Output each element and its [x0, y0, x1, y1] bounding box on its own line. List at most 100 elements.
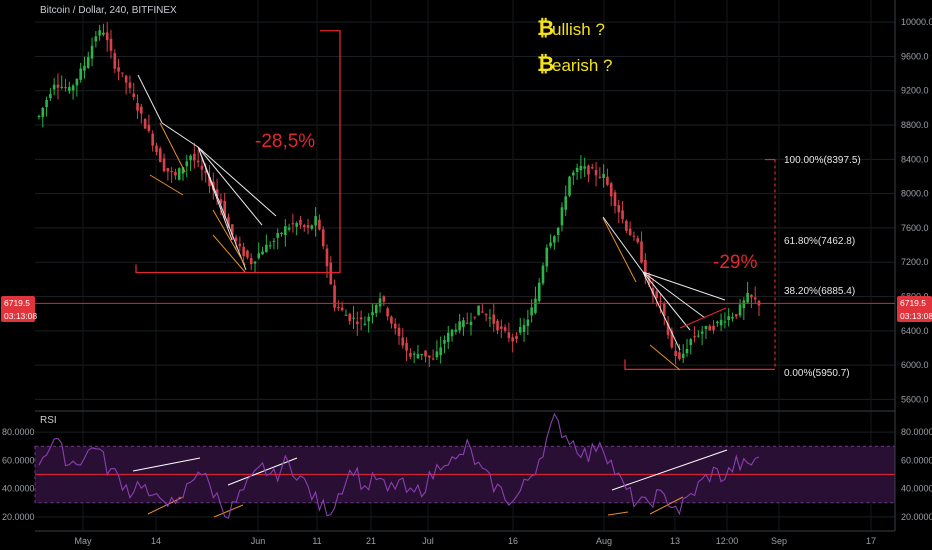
candle-body [518, 327, 522, 333]
candle-body [734, 314, 738, 317]
candle-body [143, 119, 147, 129]
candle-body [352, 317, 355, 319]
candle-body [117, 67, 120, 72]
candle-body [90, 45, 94, 59]
countdown-left: 03:13:08 [4, 311, 37, 321]
last-price-left: 6719.5 [4, 298, 30, 308]
rsi-title: RSI [40, 415, 57, 426]
candle-body [295, 222, 298, 227]
candle-body [530, 307, 533, 316]
candle-body [193, 153, 196, 161]
rising-trendline [679, 307, 727, 329]
candle-body [390, 316, 393, 324]
candle-body [272, 240, 276, 242]
candle-body [617, 205, 621, 213]
price-tick-label: 9200.0 [901, 86, 929, 96]
candle-body [700, 331, 704, 334]
candle-body [56, 84, 60, 88]
candle-body [507, 332, 511, 339]
candle-body [640, 241, 643, 263]
fan-line [137, 74, 163, 124]
fan-line [602, 216, 644, 273]
candle-body [170, 171, 173, 173]
candle-body [719, 319, 723, 326]
candle-body [386, 308, 389, 317]
candle-body [416, 354, 420, 359]
candle-body [318, 219, 321, 230]
candle-body [636, 238, 640, 243]
fan-line [642, 271, 726, 301]
candle-body [310, 225, 314, 229]
rsi-tick-label: 20.0000 [901, 512, 932, 522]
candle-body [621, 210, 624, 220]
rsi-divergence-line [132, 457, 201, 472]
candle-body [496, 320, 499, 331]
candle-body [215, 189, 219, 197]
candle-body [632, 235, 636, 237]
candle-body [49, 94, 52, 99]
candle-body [727, 316, 730, 320]
time-tick-label: 11 [312, 536, 321, 546]
candle-body [594, 169, 598, 176]
candle-body [105, 32, 109, 41]
price-tick-label: 9600.0 [901, 51, 929, 61]
candle-body [147, 124, 151, 132]
candle-body [113, 53, 117, 69]
candle-body [340, 307, 344, 311]
candle-body [670, 330, 674, 348]
time-tick-label: Jun [251, 536, 266, 546]
candle-body [124, 75, 128, 83]
price-tick-label: 6000.0 [901, 360, 929, 370]
candle-body [609, 183, 613, 197]
candle-body [132, 93, 136, 98]
fib-label-100: 100.00%(8397.5) [784, 155, 861, 166]
rsi-tick-label: 60.0000 [901, 455, 932, 465]
candle-body [503, 327, 507, 331]
candle-body [128, 82, 132, 88]
candle-body [136, 102, 139, 111]
price-tick-label: 5600.0 [901, 394, 929, 404]
rsi-series [38, 412, 760, 519]
channel-line [649, 344, 681, 371]
candle-body [79, 68, 82, 80]
candle-body [41, 107, 45, 117]
price-tick-label: 8800.0 [901, 120, 929, 130]
fan-line [197, 146, 263, 226]
candle-body [359, 317, 363, 320]
channel-line [602, 217, 637, 283]
candle-body [625, 220, 628, 231]
candle-body [526, 319, 530, 327]
candle-body [450, 329, 454, 337]
candle-body [276, 233, 280, 238]
candle-body [238, 243, 242, 247]
candle-body [261, 251, 264, 255]
candle-body [75, 79, 79, 86]
price-tick-label: 7600.0 [901, 223, 929, 233]
rsi-divergence-line [649, 496, 684, 515]
candle-body [64, 87, 67, 89]
candle-body [356, 321, 359, 324]
candle-body [162, 158, 166, 172]
candle-body [374, 304, 378, 314]
candle-body [666, 323, 670, 335]
candle-body [52, 84, 56, 90]
candle-body [659, 301, 662, 303]
time-tick-label: 17 [866, 536, 876, 546]
candle-body [655, 291, 658, 298]
candle-body [750, 294, 753, 298]
candle-body [401, 337, 405, 346]
candle-body [458, 321, 461, 331]
candle-body [302, 225, 306, 228]
candle-body [613, 192, 617, 207]
decline-bracket-2 [624, 359, 775, 371]
time-tick-label: 16 [508, 536, 518, 546]
fib-label-382: 38.20%(6885.4) [784, 286, 855, 297]
candle-body [473, 316, 477, 318]
time-tick-label: Aug [596, 536, 612, 546]
candle-body [560, 207, 564, 226]
candle-body [409, 353, 412, 357]
candle-body [382, 296, 386, 302]
candle-body [185, 161, 189, 167]
candle-body [549, 242, 552, 247]
channel-line [149, 174, 184, 196]
